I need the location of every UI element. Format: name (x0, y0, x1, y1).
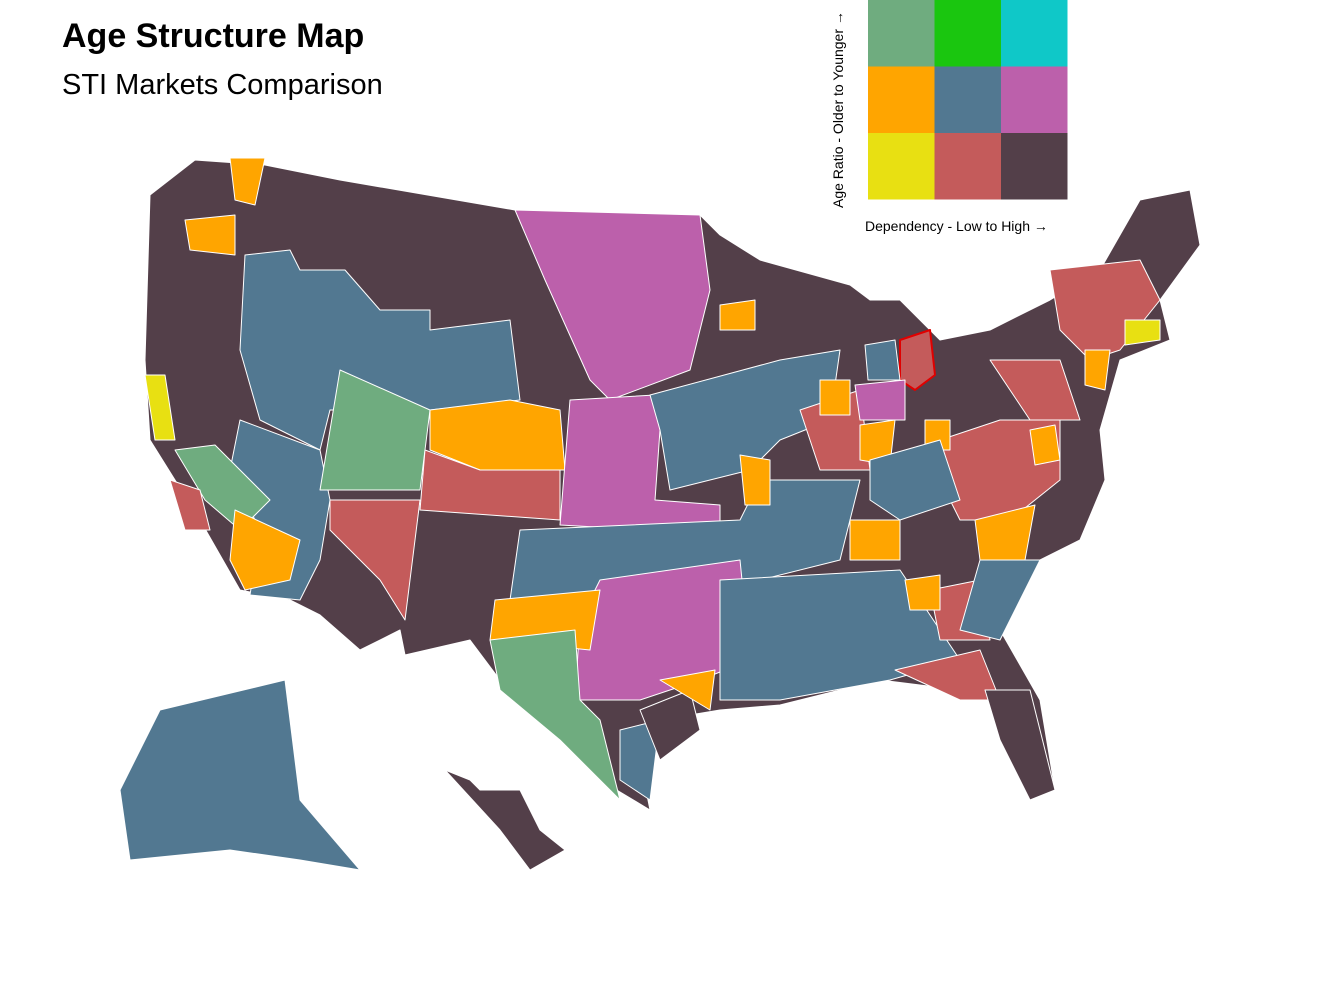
region (819, 379, 851, 416)
legend-y-label: Age Ratio - Older to Younger → (830, 11, 846, 208)
region (649, 349, 841, 491)
region (959, 559, 1041, 641)
region (119, 679, 361, 871)
region (989, 359, 1081, 421)
region (899, 329, 936, 391)
legend-cell (868, 66, 935, 133)
region (719, 569, 961, 701)
region (1084, 349, 1111, 391)
region (984, 689, 1056, 801)
region (514, 209, 711, 401)
region (739, 454, 771, 506)
region (849, 519, 901, 561)
legend: Age Ratio - Older to Younger → Dependenc… (830, 0, 1068, 234)
region (329, 499, 421, 621)
region (229, 509, 301, 591)
region (229, 157, 266, 206)
region (869, 439, 961, 521)
legend-x-label: Dependency - Low to High → (865, 218, 1048, 234)
region (854, 379, 906, 421)
map (119, 157, 1201, 871)
region (444, 769, 566, 871)
legend-cell (868, 133, 935, 200)
region (184, 214, 236, 256)
region (659, 669, 716, 711)
region (489, 629, 621, 801)
legend-cell (868, 0, 935, 67)
legend-cell (1001, 66, 1068, 133)
region (904, 574, 941, 611)
region (639, 689, 701, 761)
legend-cell (934, 0, 1001, 67)
region (864, 339, 901, 381)
region (719, 299, 756, 331)
legend-cell (1001, 133, 1068, 200)
region (1124, 319, 1161, 346)
region (239, 249, 521, 451)
region (319, 369, 431, 491)
region (419, 449, 561, 521)
legend-cell (1001, 0, 1068, 67)
region (144, 374, 176, 441)
region (1049, 259, 1161, 361)
subtitle: STI Markets Comparison (62, 69, 383, 101)
title: Age Structure Map (62, 17, 364, 55)
legend-cell (934, 66, 1001, 133)
legend-cell (934, 133, 1001, 200)
region (169, 479, 211, 531)
region (1029, 424, 1061, 466)
